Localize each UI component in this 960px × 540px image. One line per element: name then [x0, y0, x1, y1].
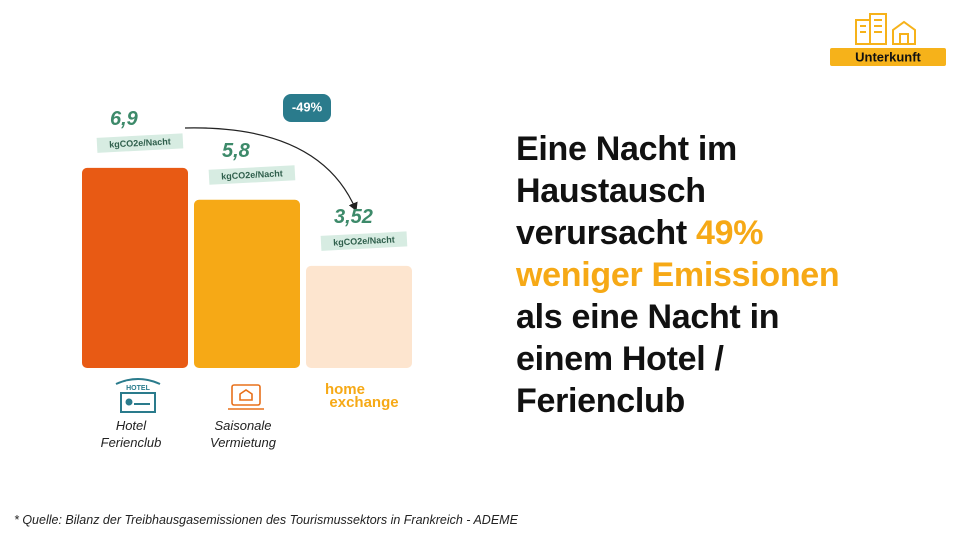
annotation-bg — [283, 94, 331, 122]
headline-text: Haustausch — [516, 172, 706, 210]
logo: home exchange — [325, 381, 399, 411]
x-tick-line: Hotel — [116, 418, 147, 433]
footnote: * Quelle: Bilanz der Treibhausgasemissio… — [14, 513, 518, 527]
value-label: 6,9 — [110, 108, 139, 130]
icon-label: HOTEL — [126, 385, 150, 392]
unit-tag-bg — [96, 133, 184, 153]
headline-line: als eine Nacht in — [516, 296, 946, 338]
badge: Unterkunft — [855, 49, 921, 64]
headline-line: verursacht 49% — [516, 212, 946, 254]
bar — [306, 265, 412, 368]
unit-label: kgCO2e/Nacht — [333, 234, 395, 247]
hotel-icon — [115, 378, 161, 413]
headline-text: einem Hotel / — [516, 340, 724, 378]
annotation: -49% — [292, 99, 323, 114]
x-tick-line: Saisonale — [214, 418, 271, 433]
headline-text: verursacht — [516, 214, 697, 252]
headline-text: Eine Nacht im — [516, 130, 737, 168]
unit-tag: kgCO2e/Nacht — [208, 165, 296, 185]
unit-label: kgCO2e/Nacht — [221, 168, 283, 181]
x-tick-label: Hotel Ferienclub — [101, 418, 162, 450]
bar — [194, 199, 300, 368]
x-tick-label: Saisonale Vermietung — [210, 418, 277, 450]
value-label: 5,8 — [222, 140, 251, 162]
unit-tag-bg — [320, 231, 408, 251]
logo-line: exchange — [329, 394, 398, 411]
headline-line: weniger Emissionen — [516, 254, 946, 296]
value-label: 3,52 — [334, 206, 373, 228]
logo-line: home — [325, 381, 365, 398]
bar — [82, 167, 188, 368]
headline: Eine Nacht im Haustausch verursacht 49% wen… — [516, 128, 946, 422]
headline-line: Ferienclub — [516, 380, 946, 422]
category-icon — [855, 13, 916, 45]
rental-icon — [228, 384, 264, 410]
arrow — [184, 127, 358, 212]
headline-line: einem Hotel / — [516, 338, 946, 380]
headline-text: Ferienclub — [516, 382, 685, 420]
headline-text: weniger Emissionen — [516, 256, 840, 294]
unit-tag: kgCO2e/Nacht — [320, 231, 408, 251]
x-tick-line: Vermietung — [210, 435, 277, 450]
unit-tag: kgCO2e/Nacht — [96, 133, 184, 153]
badge-bg — [830, 48, 946, 66]
unit-tag-bg — [208, 165, 296, 185]
unit-label: kgCO2e/Nacht — [109, 136, 171, 149]
headline-text: als eine Nacht in — [516, 298, 780, 336]
x-tick-line: Ferienclub — [101, 435, 162, 450]
headline-text: 49% — [696, 214, 764, 252]
headline-line: Eine Nacht im — [516, 128, 946, 170]
headline-line: Haustausch — [516, 170, 946, 212]
